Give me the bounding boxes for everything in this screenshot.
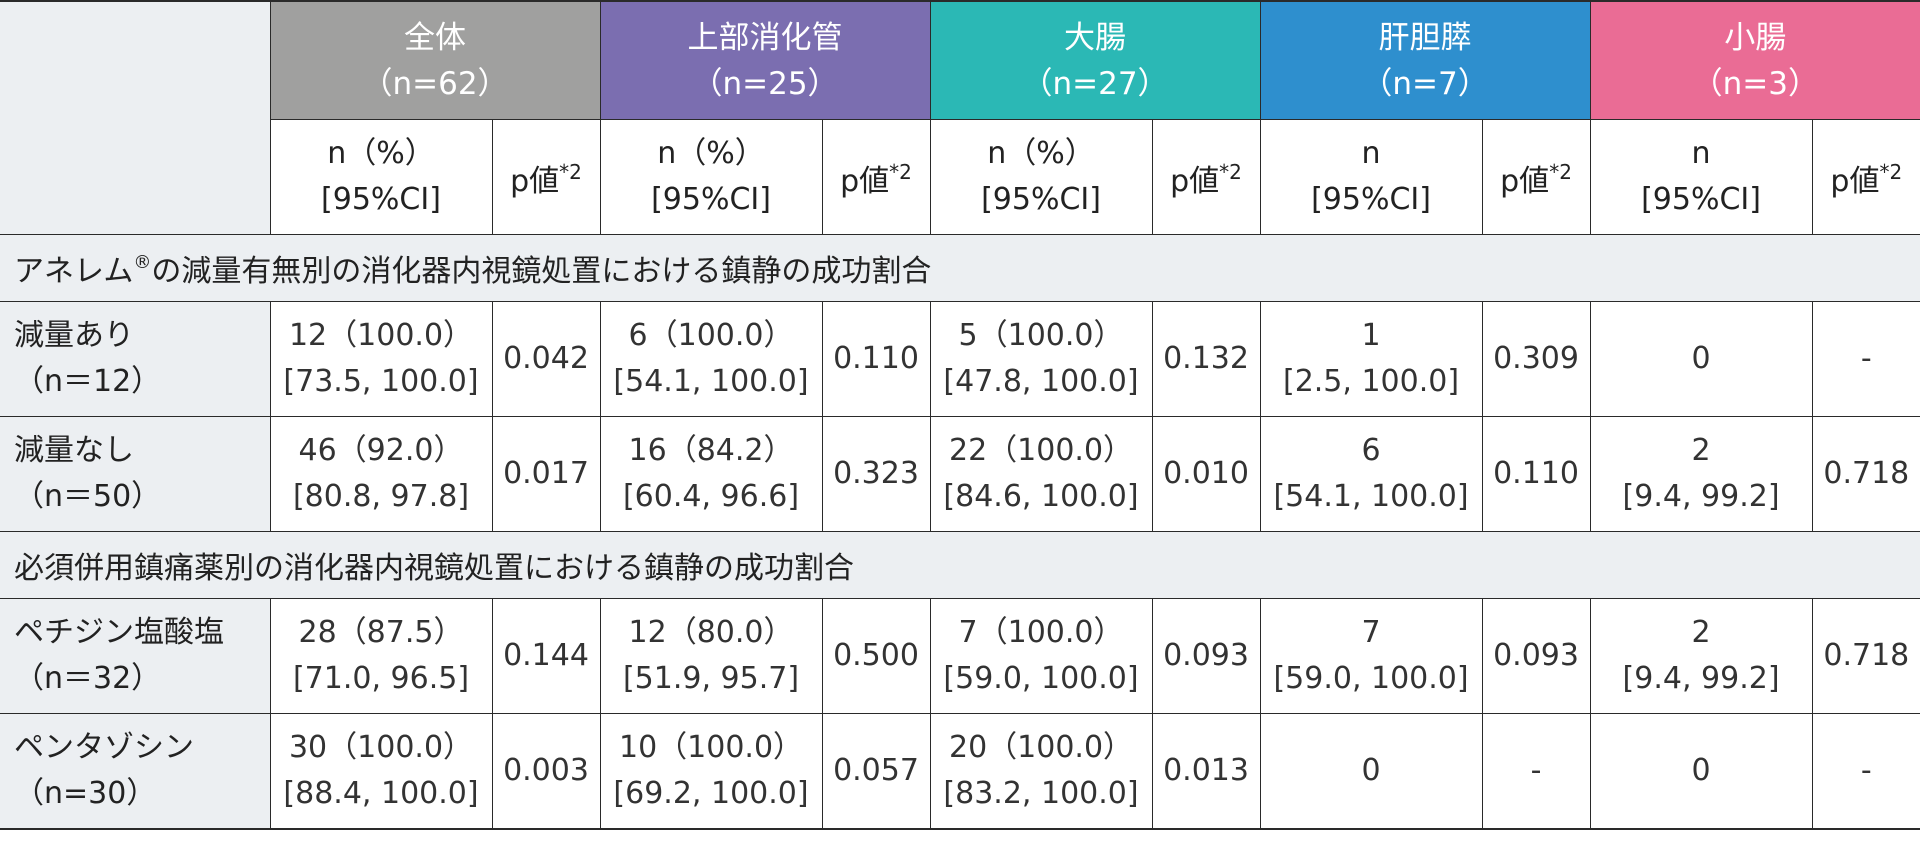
p-value-cell: 0.718 [1811,416,1920,532]
section-title-row: 必須併用鎮痛薬別の消化器内視鏡処置における鎮静の成功割合 [0,531,1920,599]
subheader-n-pct: n（%） [95%CI] [929,119,1153,235]
value-cell: 0 [1259,713,1483,829]
p-value-cell: 0.110 [821,301,931,417]
p-value-cell: 0.057 [821,713,931,829]
value-cell: 5（100.0） [47.8, 100.0] [929,301,1153,417]
p-value-cell: - [1481,713,1591,829]
value-cell: 6（100.0） [54.1, 100.0] [599,301,823,417]
value-cell: 22（100.0） [84.6, 100.0] [929,416,1153,532]
p-value-cell: - [1811,713,1920,829]
group-header-small-intestine: 小腸 （n=3） [1589,0,1920,120]
value-cell: 12（80.0） [51.9, 95.7] [599,598,823,714]
value-cell: 16（84.2） [60.4, 96.6] [599,416,823,532]
row-label: ペチジン塩酸塩 （n＝32） [0,598,271,714]
p-value-cell: 0.093 [1151,598,1261,714]
subheader-p-value: p値*2 [1811,119,1920,235]
p-value-cell: 0.042 [491,301,601,417]
group-name: 大腸 [1064,19,1127,56]
section-title: 必須併用鎮痛薬別の消化器内視鏡処置における鎮静の成功割合 [0,531,1920,599]
value-cell: 20（100.0） [83.2, 100.0] [929,713,1153,829]
value-cell: 1 [2.5, 100.0] [1259,301,1483,417]
group-name: 肝胆膵 [1378,19,1472,56]
value-cell: 0 [1589,301,1813,417]
value-cell: 30（100.0） [88.4, 100.0] [269,713,493,829]
row-label: 減量あり （n＝12） [0,301,271,417]
subheader-p-value: p値*2 [821,119,931,235]
corner-cell [0,0,271,235]
p-value-cell: 0.132 [1151,301,1261,417]
subheader-n-pct: n（%） [95%CI] [599,119,823,235]
p-value-cell: - [1811,301,1920,417]
table-row: 減量あり （n＝12） 12（100.0） [73.5, 100.0] 0.042 6（1… [0,301,1920,417]
value-cell: 2 [9.4, 99.2] [1589,416,1813,532]
group-name: 上部消化管 [687,19,843,56]
group-name: 小腸 [1724,19,1787,56]
p-value-cell: 0.013 [1151,713,1261,829]
value-cell: 2 [9.4, 99.2] [1589,598,1813,714]
value-cell: 12（100.0） [73.5, 100.0] [269,301,493,417]
section-title-row: アネレム®の減量有無別の消化器内視鏡処置における鎮静の成功割合 [0,234,1920,302]
p-value-cell: 0.110 [1481,416,1591,532]
table-row: ペンタゾシン （n=30） 30（100.0） [88.4, 100.0] 0.003 1… [0,713,1920,829]
value-cell: 6 [54.1, 100.0] [1259,416,1483,532]
p-value-cell: 0.309 [1481,301,1591,417]
group-n: （n=27） [1021,65,1169,102]
subheader-p-value: p値*2 [491,119,601,235]
subheader-n-pct: n（%） [95%CI] [270,119,493,235]
group-header-upper-gi: 上部消化管 （n=25） [599,0,931,120]
sub-header-row: n（%） [95%CI] p値*2 n（%） [95%CI] p値*2 n（%） [9… [0,119,1920,235]
group-n: （n=25） [691,65,839,102]
p-value-cell: 0.323 [821,416,931,532]
row-label: 減量なし （n＝50） [0,416,271,532]
group-header-row: 全体 （n=62） 上部消化管 （n=25） 大腸 （n=27） 肝胆膵 （n=… [0,0,1920,235]
p-value-cell: 0.010 [1151,416,1261,532]
table-body: アネレム®の減量有無別の消化器内視鏡処置における鎮静の成功割合 減量あり （n＝12… [0,234,1920,829]
group-header-colon: 大腸 （n=27） [929,0,1261,120]
p-value-cell: 0.144 [491,598,601,714]
p-value-cell: 0.500 [821,598,931,714]
group-header-hepatobiliary: 肝胆膵 （n=7） [1259,0,1591,120]
p-value-cell: 0.093 [1481,598,1591,714]
subheader-p-value: p値*2 [1151,119,1261,235]
p-value-cell: 0.017 [491,416,601,532]
group-name: 全体 [404,19,466,56]
value-cell: 46（92.0） [80.8, 97.8] [269,416,493,532]
results-table: 全体 （n=62） 上部消化管 （n=25） 大腸 （n=27） 肝胆膵 （n=… [0,0,1920,830]
group-n: （n=7） [1361,65,1489,102]
section-title: アネレム®の減量有無別の消化器内視鏡処置における鎮静の成功割合 [0,234,1920,302]
value-cell: 7（100.0） [59.0, 100.0] [929,598,1153,714]
group-header-all: 全体 （n=62） [269,0,601,120]
group-n: （n=3） [1691,65,1819,102]
row-label: ペンタゾシン （n=30） [0,713,271,829]
group-n: （n=62） [361,65,509,102]
table-row: 減量なし （n＝50） 46（92.0） [80.8, 97.8] 0.017 16（84… [0,416,1920,532]
subheader-p-value: p値*2 [1481,119,1591,235]
value-cell: 28（87.5） [71.0, 96.5] [269,598,493,714]
value-cell: 7 [59.0, 100.0] [1259,598,1483,714]
value-cell: 10（100.0） [69.2, 100.0] [599,713,823,829]
table-row: ペチジン塩酸塩 （n＝32） 28（87.5） [71.0, 96.5] 0.144 12… [0,598,1920,714]
p-value-cell: 0.718 [1811,598,1920,714]
value-cell: 0 [1589,713,1813,829]
subheader-n: n [95%CI] [1589,119,1813,235]
p-value-cell: 0.003 [491,713,601,829]
subheader-n: n [95%CI] [1259,119,1483,235]
